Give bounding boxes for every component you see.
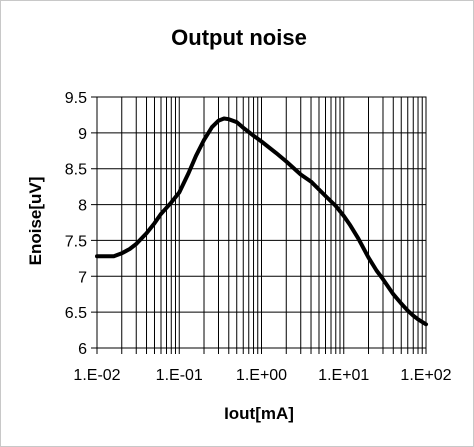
- x-tick-label: 1.E+02: [400, 367, 451, 384]
- y-axis-label: Enoise[uV]: [26, 177, 45, 266]
- y-tick-label: 6: [78, 341, 87, 358]
- plot-area-frame: [96, 96, 427, 349]
- y-tick-label: 9.5: [65, 90, 87, 107]
- series-line-output-noise: [95, 116, 428, 327]
- y-tick-label: 7: [78, 269, 87, 286]
- chart-title: Output noise: [171, 25, 307, 50]
- x-tick-label: 1.E-01: [156, 367, 203, 384]
- x-tick-label: 1.E+00: [236, 367, 287, 384]
- y-tick-label: 8: [78, 198, 87, 215]
- grid: [91, 96, 427, 354]
- y-tick-label: 7.5: [65, 233, 87, 250]
- y-tick-label: 6.5: [65, 305, 87, 322]
- x-axis-label: Iout[mA]: [224, 404, 294, 423]
- x-tick-label: 1.E-02: [73, 367, 120, 384]
- y-tick-label: 9: [78, 126, 87, 143]
- tick-labels: 6 6.5 7 7.5 8 8.5 9 9.5 1.E-02 1.E-01 1.E+00 1.E+01…: [65, 90, 452, 384]
- y-tick-label: 8.5: [65, 162, 87, 179]
- x-tick-label: 1.E+01: [318, 367, 369, 384]
